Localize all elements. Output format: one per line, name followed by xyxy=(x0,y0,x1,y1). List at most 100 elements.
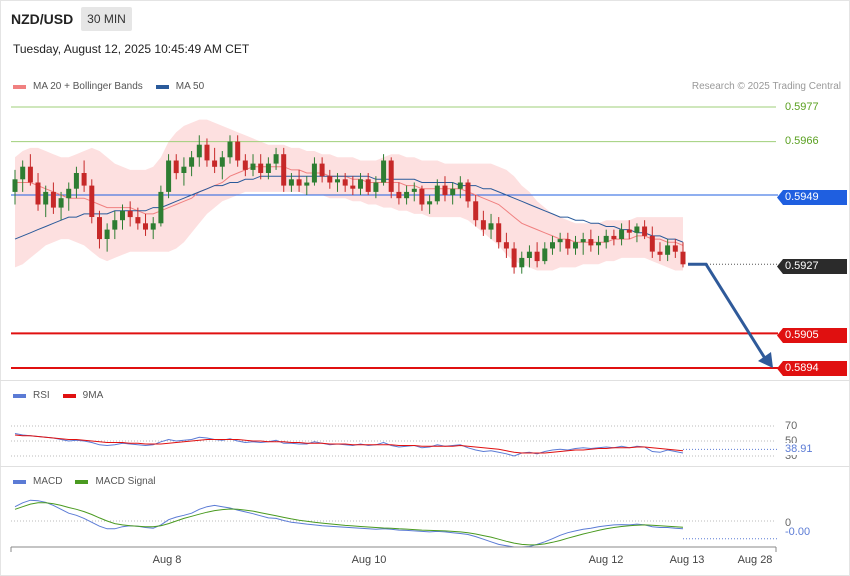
candle-body xyxy=(20,166,26,180)
forecast-arrow xyxy=(688,262,768,361)
rsi-legend: RSI 9MA xyxy=(13,390,116,401)
candle-body xyxy=(127,210,133,218)
candle-body xyxy=(166,160,172,192)
x-label-aug13: Aug 13 xyxy=(669,554,705,566)
credit-label: Research © 2025 Trading Central xyxy=(691,81,841,92)
candle-body xyxy=(350,185,356,189)
candle-body xyxy=(311,163,317,183)
ma50-line xyxy=(14,175,684,243)
candle-body xyxy=(573,242,578,249)
candle-body xyxy=(672,245,678,252)
macd-signal-line xyxy=(14,502,684,546)
candle-body xyxy=(565,239,571,249)
candle-body xyxy=(342,179,348,186)
candle-body xyxy=(365,179,371,192)
candle-body xyxy=(503,242,509,249)
legend-swatch-rsi-ma xyxy=(62,393,76,398)
legend-label-rsi-ma: 9MA xyxy=(82,390,104,401)
candle-body xyxy=(43,191,49,205)
candle-body xyxy=(626,229,632,233)
candle-body xyxy=(665,245,671,255)
legend-swatch-ma20 xyxy=(13,84,26,89)
candle-body xyxy=(396,191,402,199)
candle-body xyxy=(611,235,617,239)
candle-body xyxy=(281,154,287,186)
candle-body xyxy=(81,173,87,186)
candle-body xyxy=(450,188,456,196)
candle-body xyxy=(265,163,271,173)
candle-body xyxy=(465,182,471,202)
candle-body xyxy=(588,239,594,246)
candle-body xyxy=(120,210,125,221)
candle-body xyxy=(273,154,279,164)
level-tag-pivot: 0.5949 xyxy=(777,190,847,205)
candle-body xyxy=(235,141,241,161)
level-label-r1: 0.5966 xyxy=(785,135,819,147)
candle-body xyxy=(89,185,95,217)
level-label-r2: 0.5977 xyxy=(785,101,819,113)
candle-body xyxy=(480,220,486,230)
candle-body xyxy=(12,179,18,192)
timeframe-button[interactable]: 30 MIN xyxy=(81,7,132,31)
candle-body xyxy=(473,201,479,221)
candle-body xyxy=(204,144,210,161)
candle-body xyxy=(219,157,225,167)
candle-body xyxy=(603,235,609,243)
candle-body xyxy=(442,185,448,195)
candle-body xyxy=(680,251,686,265)
candle-body xyxy=(642,226,648,236)
candle-body xyxy=(457,182,463,189)
legend-label-rsi: RSI xyxy=(33,390,50,401)
macd-axis-zero: 0 xyxy=(785,517,792,529)
candle-body xyxy=(649,235,655,252)
candle-body xyxy=(427,201,433,205)
candle-body xyxy=(35,182,41,205)
candle-body xyxy=(534,251,540,262)
candle-body xyxy=(66,188,72,199)
candle-body xyxy=(319,163,325,177)
candle-body xyxy=(580,239,586,243)
candle-body xyxy=(411,188,417,192)
candle-body xyxy=(634,226,640,233)
candle-body xyxy=(97,217,102,240)
macd-value-label: -0.00 xyxy=(785,526,811,538)
price-legend: MA 20 + Bollinger Bands MA 50 xyxy=(13,81,217,92)
candle-body xyxy=(557,239,563,243)
candle-body xyxy=(381,160,387,183)
candle-body xyxy=(227,141,233,158)
candle-body xyxy=(373,182,379,192)
candle-body xyxy=(550,242,555,249)
legend-label-ma50: MA 50 xyxy=(175,81,205,92)
legend-label-macd-signal: MACD Signal xyxy=(95,476,156,487)
candle-body xyxy=(73,173,79,189)
legend-item-rsi-ma: 9MA xyxy=(62,390,104,401)
ma20-line xyxy=(15,166,684,246)
candle-body xyxy=(250,163,256,170)
candle-body xyxy=(434,185,440,202)
level-tag-s1: 0.5905 xyxy=(777,328,847,343)
candle-body xyxy=(143,223,148,230)
symbol-title: NZD/USD xyxy=(11,11,74,27)
candle-body xyxy=(173,160,179,174)
candle-body xyxy=(404,191,410,199)
candle-body xyxy=(196,144,202,158)
candle-body xyxy=(496,223,502,243)
candle-body xyxy=(58,198,64,208)
candle-body xyxy=(619,229,625,239)
legend-item-ma20: MA 20 + Bollinger Bands xyxy=(13,81,143,92)
candle-body xyxy=(104,229,110,239)
rsi-value-label: 38.91 xyxy=(785,443,813,455)
candle-body xyxy=(296,179,302,186)
rsi-line xyxy=(14,433,684,457)
candle-body xyxy=(158,191,164,224)
legend-swatch-macd xyxy=(13,479,26,484)
candle-body xyxy=(388,160,394,192)
candle-body xyxy=(511,248,517,268)
x-label-aug28: Aug 28 xyxy=(737,554,773,566)
rsi-ma-line xyxy=(14,434,684,454)
candle-body xyxy=(189,157,195,167)
level-tag-last: 0.5927 xyxy=(777,259,847,274)
legend-item-rsi: RSI xyxy=(13,390,50,401)
datetime-label: Tuesday, August 12, 2025 10:45:49 AM CET xyxy=(13,42,250,56)
